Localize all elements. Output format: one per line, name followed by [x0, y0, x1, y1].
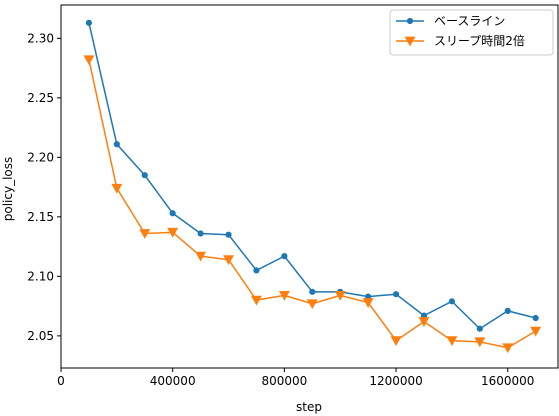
- legend-label: ベースライン: [434, 14, 505, 28]
- y-tick-label: 2.10: [27, 269, 54, 283]
- data-point: [281, 253, 288, 260]
- data-point: [225, 231, 232, 238]
- data-point: [504, 307, 511, 314]
- x-tick-label: 800000: [261, 374, 307, 388]
- data-point: [418, 317, 430, 327]
- y-tick-label: 2.25: [27, 91, 54, 105]
- x-axis: 0 400000 800000 1200000 1600000: [57, 368, 534, 388]
- data-point: [334, 290, 346, 301]
- data-point: [223, 255, 234, 266]
- x-tick-label: 400000: [150, 374, 196, 388]
- legend-label: スリープ時間2倍: [434, 33, 525, 48]
- data-point: [309, 288, 316, 295]
- data-point: [446, 336, 458, 347]
- legend-item: スリープ時間2倍: [396, 33, 525, 48]
- legend-item: ベースライン: [396, 14, 505, 28]
- y-tick-label: 2.30: [27, 31, 54, 45]
- x-tick-label: 0: [57, 374, 65, 388]
- x-axis-label: step: [296, 400, 322, 414]
- series-1: [85, 19, 539, 332]
- data-point: [448, 298, 455, 305]
- y-axis: 2.05 2.10 2.15 2.20 2.25 2.30: [27, 31, 61, 343]
- x-tick-label: 1200000: [369, 374, 422, 388]
- legend-box: [389, 9, 554, 56]
- data-point: [278, 290, 290, 301]
- data-point: [139, 229, 151, 239]
- data-point: [197, 230, 204, 237]
- legend-marker: [404, 36, 416, 47]
- y-tick-label: 2.15: [27, 210, 54, 224]
- series-layer: [83, 19, 542, 354]
- data-point: [362, 298, 374, 308]
- y-tick-label: 2.20: [27, 150, 54, 164]
- data-point: [85, 19, 93, 26]
- data-point: [476, 325, 483, 332]
- series-2: [83, 55, 542, 354]
- y-tick-label: 2.05: [27, 329, 54, 343]
- legend-marker: [406, 17, 414, 25]
- data-point: [167, 227, 179, 238]
- data-point: [83, 55, 95, 66]
- data-point: [532, 314, 539, 322]
- data-point: [390, 336, 402, 347]
- data-point: [306, 299, 318, 310]
- data-point: [141, 172, 148, 179]
- data-point: [530, 326, 542, 337]
- data-point: [169, 210, 176, 217]
- data-point: [111, 183, 123, 194]
- data-point: [474, 337, 486, 348]
- data-point: [392, 291, 400, 298]
- data-point: [195, 251, 207, 262]
- data-point: [113, 141, 120, 148]
- y-axis-label: policy_loss: [1, 157, 15, 222]
- data-point: [250, 295, 262, 306]
- plot-area: [60, 4, 559, 369]
- data-point: [253, 267, 260, 274]
- data-point: [502, 343, 514, 354]
- x-tick-label: 1600000: [481, 374, 534, 388]
